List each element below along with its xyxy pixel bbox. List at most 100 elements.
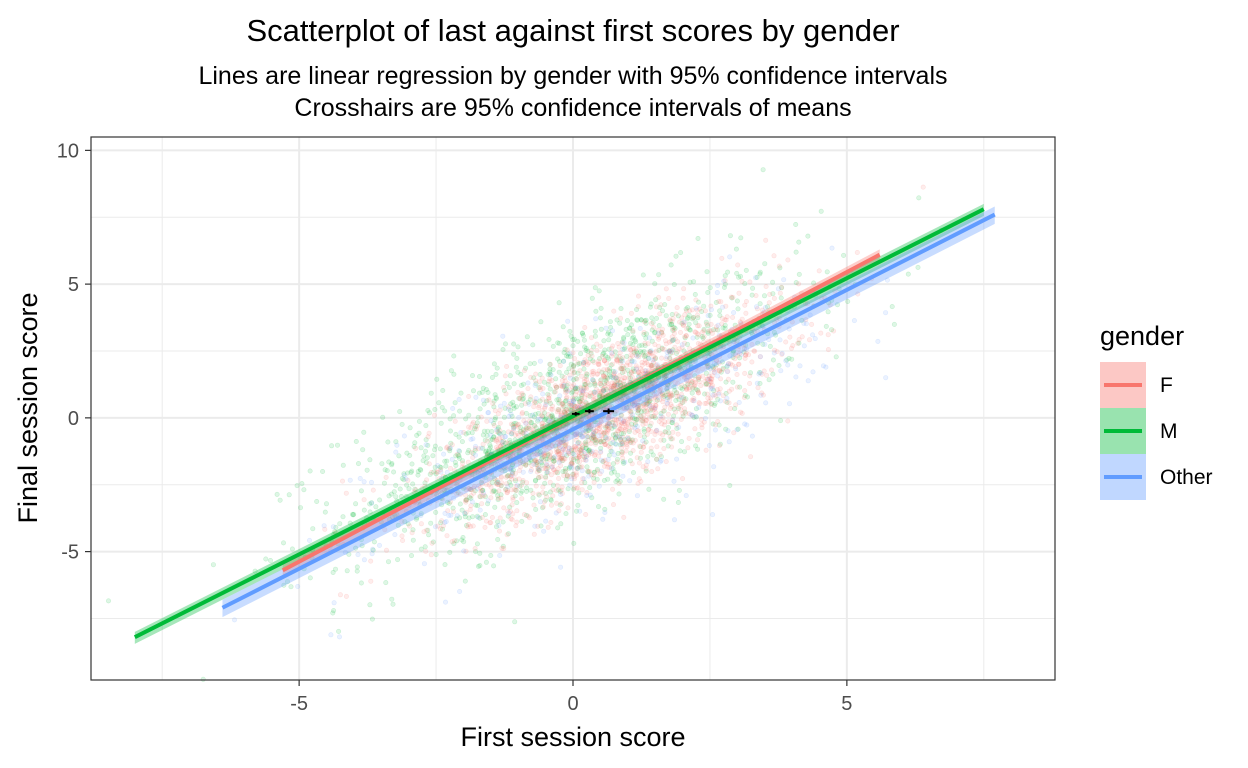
data-point bbox=[695, 446, 701, 452]
data-point bbox=[368, 578, 374, 584]
data-point bbox=[705, 329, 711, 335]
data-point bbox=[675, 431, 681, 437]
data-point bbox=[733, 402, 739, 408]
data-point bbox=[606, 384, 612, 390]
data-point bbox=[510, 422, 516, 428]
data-point bbox=[516, 415, 522, 421]
data-point bbox=[695, 387, 701, 393]
data-point bbox=[775, 286, 781, 292]
data-point bbox=[539, 462, 545, 468]
data-point bbox=[588, 348, 594, 354]
data-point bbox=[556, 475, 562, 481]
data-point bbox=[629, 461, 635, 467]
data-point bbox=[696, 390, 702, 396]
data-point bbox=[613, 479, 619, 485]
data-point bbox=[757, 301, 763, 307]
data-point bbox=[494, 438, 500, 444]
data-point bbox=[596, 453, 602, 459]
data-point bbox=[630, 366, 636, 372]
data-point bbox=[571, 336, 577, 342]
data-point bbox=[445, 499, 451, 505]
data-point bbox=[704, 391, 710, 397]
data-point bbox=[681, 286, 687, 292]
data-point bbox=[633, 366, 639, 372]
data-point bbox=[690, 314, 696, 320]
data-point bbox=[538, 460, 544, 466]
data-point bbox=[569, 390, 575, 396]
data-point bbox=[573, 386, 579, 392]
data-point bbox=[567, 375, 573, 381]
data-point bbox=[572, 385, 578, 391]
data-point bbox=[649, 364, 655, 370]
data-point bbox=[699, 425, 705, 431]
data-point bbox=[479, 501, 485, 507]
data-point bbox=[447, 446, 453, 452]
data-point bbox=[671, 517, 677, 523]
data-point bbox=[506, 453, 512, 459]
data-point bbox=[742, 392, 748, 398]
data-point bbox=[544, 456, 550, 462]
data-point bbox=[512, 619, 518, 625]
data-point bbox=[656, 343, 662, 349]
data-point bbox=[561, 403, 567, 409]
data-point bbox=[577, 368, 583, 374]
data-point bbox=[437, 526, 443, 532]
data-point bbox=[555, 439, 561, 445]
data-point bbox=[654, 427, 660, 433]
plot-panel bbox=[90, 136, 1056, 682]
data-point bbox=[616, 434, 622, 440]
data-point bbox=[609, 425, 615, 431]
data-point bbox=[480, 397, 486, 403]
data-point bbox=[658, 410, 664, 416]
data-point bbox=[811, 280, 817, 286]
data-point bbox=[743, 310, 749, 316]
data-point bbox=[591, 426, 597, 432]
data-point bbox=[451, 413, 457, 419]
data-point bbox=[716, 391, 722, 397]
data-point bbox=[605, 331, 611, 337]
data-point bbox=[573, 437, 579, 443]
data-point bbox=[492, 437, 498, 443]
data-point bbox=[670, 337, 676, 343]
data-point bbox=[593, 396, 599, 402]
data-point bbox=[615, 477, 621, 483]
data-point bbox=[530, 495, 536, 501]
data-point bbox=[511, 341, 517, 347]
data-point bbox=[353, 501, 359, 507]
data-point bbox=[528, 458, 534, 464]
data-point bbox=[589, 295, 595, 301]
data-point bbox=[601, 392, 607, 398]
data-point bbox=[517, 460, 523, 466]
data-point bbox=[747, 373, 753, 379]
data-point bbox=[583, 376, 589, 382]
data-point bbox=[659, 326, 665, 332]
data-point bbox=[590, 435, 596, 441]
data-point bbox=[490, 400, 496, 406]
data-point bbox=[771, 253, 777, 259]
data-point bbox=[597, 315, 603, 321]
data-point bbox=[588, 335, 594, 341]
data-point bbox=[806, 337, 812, 343]
data-point bbox=[475, 446, 481, 452]
data-point bbox=[543, 518, 549, 524]
data-point bbox=[588, 426, 594, 432]
data-point bbox=[570, 471, 576, 477]
data-point bbox=[735, 262, 741, 268]
data-point bbox=[368, 479, 374, 485]
data-point bbox=[422, 448, 428, 454]
data-point bbox=[561, 409, 567, 415]
data-point bbox=[570, 337, 576, 343]
data-point bbox=[456, 455, 462, 461]
data-point bbox=[621, 369, 627, 375]
data-point bbox=[610, 361, 616, 367]
data-point bbox=[584, 400, 590, 406]
data-point bbox=[575, 361, 581, 367]
data-point bbox=[668, 436, 674, 442]
data-point bbox=[454, 538, 460, 544]
data-point bbox=[676, 365, 682, 371]
data-point bbox=[603, 377, 609, 383]
data-point bbox=[504, 473, 510, 479]
data-point bbox=[781, 277, 787, 283]
data-point bbox=[555, 470, 561, 476]
data-point bbox=[668, 262, 674, 268]
